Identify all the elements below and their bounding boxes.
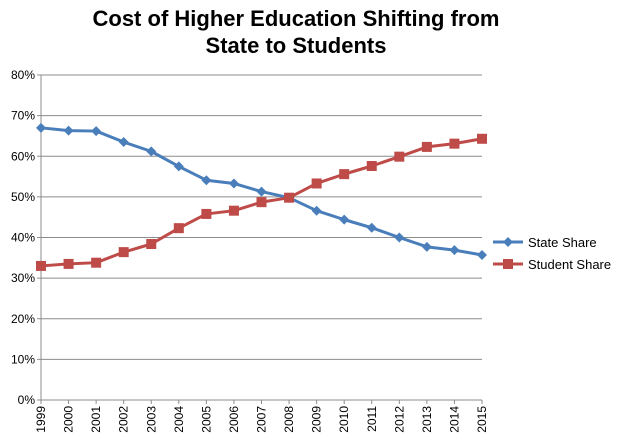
x-tick-label: 2008 bbox=[282, 406, 296, 433]
y-tick-label: 60% bbox=[11, 149, 35, 163]
student-share-point bbox=[91, 257, 102, 268]
legend-swatch-marker bbox=[503, 237, 513, 247]
student-share-point bbox=[173, 223, 184, 234]
student-share-point bbox=[449, 138, 460, 149]
state-share-point bbox=[421, 241, 432, 252]
student-share-point bbox=[421, 141, 432, 152]
student-share-point bbox=[118, 247, 129, 258]
x-tick-label: 2007 bbox=[255, 406, 269, 433]
y-tick-label: 80% bbox=[11, 68, 35, 82]
y-tick-label: 20% bbox=[11, 312, 35, 326]
legend-swatch-marker bbox=[503, 259, 513, 269]
x-tick-label: 2011 bbox=[365, 406, 379, 432]
legend: State Share Student Share bbox=[493, 235, 611, 272]
series-student-share bbox=[36, 133, 487, 271]
state-share-point bbox=[36, 122, 46, 133]
x-tick-label: 2010 bbox=[337, 406, 351, 433]
state-share-point bbox=[366, 222, 377, 233]
state-share-point bbox=[449, 245, 460, 256]
y-tick-label: 10% bbox=[11, 352, 35, 366]
series bbox=[36, 122, 487, 271]
student-share-point bbox=[228, 205, 239, 216]
legend-item-student-share: Student Share bbox=[493, 257, 611, 272]
x-tick-label: 2001 bbox=[89, 406, 103, 433]
x-tick-label: 2013 bbox=[420, 406, 434, 433]
chart-title-line-2: State to Students bbox=[206, 33, 387, 58]
student-share-point bbox=[366, 161, 377, 171]
x-tick-labels: 1999 2000 2001 2002 2003 2004 2005 2006 2007 2008… bbox=[34, 406, 489, 433]
student-share-point bbox=[394, 151, 405, 162]
state-share-point bbox=[339, 214, 350, 225]
legend-item-state-share: State Share bbox=[493, 235, 597, 250]
state-share-point bbox=[63, 125, 74, 136]
state-share-point bbox=[256, 186, 267, 197]
y-tick-label: 40% bbox=[11, 231, 35, 245]
x-tick-label: 2012 bbox=[392, 406, 406, 433]
state-share-point bbox=[477, 249, 487, 260]
state-share-point bbox=[201, 175, 212, 186]
y-tick-labels: 0% 10% 20% 30% 40% 50% 60% 70% 80% bbox=[11, 68, 35, 407]
state-share-point bbox=[394, 232, 405, 243]
gridlines bbox=[41, 74, 482, 360]
student-share-point bbox=[477, 133, 487, 144]
legend-label: State Share bbox=[528, 235, 597, 250]
student-share-point bbox=[146, 239, 157, 249]
x-tick-label: 2015 bbox=[475, 406, 489, 433]
state-share-point bbox=[311, 205, 322, 216]
y-tick-label: 30% bbox=[11, 271, 35, 285]
x-tick-label: 2003 bbox=[144, 406, 158, 433]
student-share-point bbox=[36, 260, 46, 271]
x-tick-label: 2000 bbox=[62, 406, 76, 433]
state-share-point bbox=[228, 178, 239, 189]
student-share-point bbox=[311, 178, 322, 189]
student-share-point bbox=[284, 192, 295, 203]
y-tick-label: 70% bbox=[11, 109, 35, 123]
x-tick-label: 2004 bbox=[172, 406, 186, 433]
state-share-point bbox=[173, 161, 184, 172]
student-share-point bbox=[256, 197, 267, 208]
state-share-point bbox=[146, 146, 157, 157]
y-tick-label: 50% bbox=[11, 190, 35, 204]
x-tick-label: 1999 bbox=[34, 406, 48, 433]
state-share-point bbox=[91, 126, 102, 137]
student-share-point bbox=[339, 169, 350, 180]
legend-label: Student Share bbox=[528, 257, 611, 272]
x-tick-label: 2006 bbox=[227, 406, 241, 433]
state-share-point bbox=[118, 137, 129, 148]
x-tick-label: 2014 bbox=[447, 406, 461, 433]
x-tick-label: 2005 bbox=[199, 406, 213, 433]
y-tick-label: 0% bbox=[18, 393, 36, 407]
series-state-share bbox=[36, 122, 487, 260]
axes bbox=[37, 74, 483, 404]
x-tick-label: 2002 bbox=[117, 406, 131, 433]
chart-title-line-1: Cost of Higher Education Shifting from bbox=[93, 6, 500, 31]
x-tick-label: 2009 bbox=[310, 406, 324, 433]
student-share-point bbox=[63, 258, 74, 269]
student-share-point bbox=[201, 208, 212, 219]
